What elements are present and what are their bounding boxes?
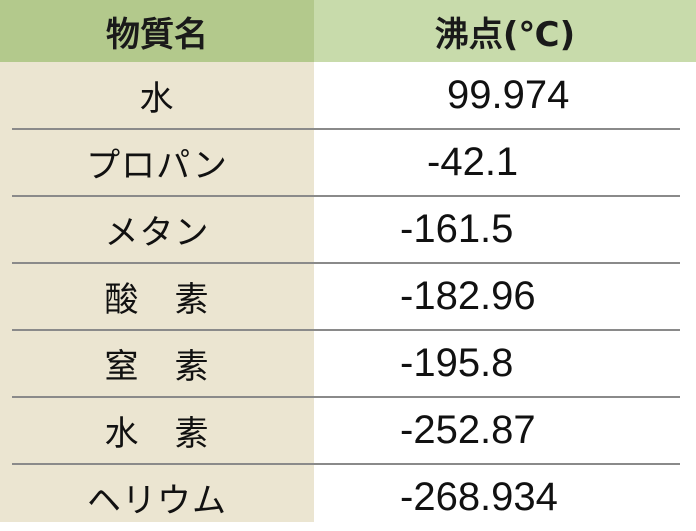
- substance-name: 水 素: [104, 414, 210, 454]
- boiling-point-value: -195.8: [400, 341, 514, 385]
- table-row: 水 素 -252.87: [0, 397, 696, 465]
- boiling-point-value: -182.96: [400, 274, 536, 318]
- boiling-point-value: -268.934: [400, 475, 558, 519]
- table-row: 酸 素 -182.96: [0, 263, 696, 331]
- row-divider: [12, 128, 680, 130]
- row-divider: [12, 396, 680, 398]
- substance-name: プロパン: [86, 146, 228, 186]
- table-row: ヘリウム -268.934: [0, 464, 696, 531]
- row-divider: [12, 463, 680, 465]
- table-row: プロパン -42.1: [0, 129, 696, 197]
- boiling-point-value: -161.5: [400, 207, 514, 251]
- boiling-point-value: -252.87: [400, 408, 536, 452]
- table-row: 窒 素 -195.8: [0, 330, 696, 398]
- substance-name: 水: [139, 79, 175, 119]
- substance-name: ヘリウム: [87, 481, 227, 521]
- row-divider: [12, 195, 680, 197]
- row-divider: [12, 262, 680, 264]
- row-divider: [12, 329, 680, 331]
- header-substance: 物質名: [0, 0, 314, 62]
- table-row: メタン -161.5: [0, 196, 696, 264]
- name-column-bg: [0, 62, 314, 522]
- substance-name: 酸 素: [104, 280, 210, 320]
- substance-name: 窒 素: [104, 347, 210, 387]
- boiling-point-value: 99.974: [447, 73, 570, 117]
- header-boiling-point: 沸点(℃): [314, 0, 696, 62]
- substance-name: メタン: [104, 213, 210, 253]
- boiling-point-value: -42.1: [427, 140, 519, 184]
- table-row: 水 99.974: [0, 62, 696, 130]
